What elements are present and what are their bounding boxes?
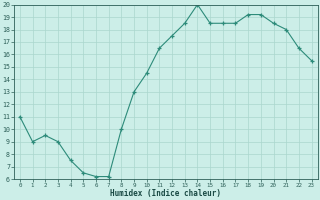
X-axis label: Humidex (Indice chaleur): Humidex (Indice chaleur)	[110, 189, 221, 198]
